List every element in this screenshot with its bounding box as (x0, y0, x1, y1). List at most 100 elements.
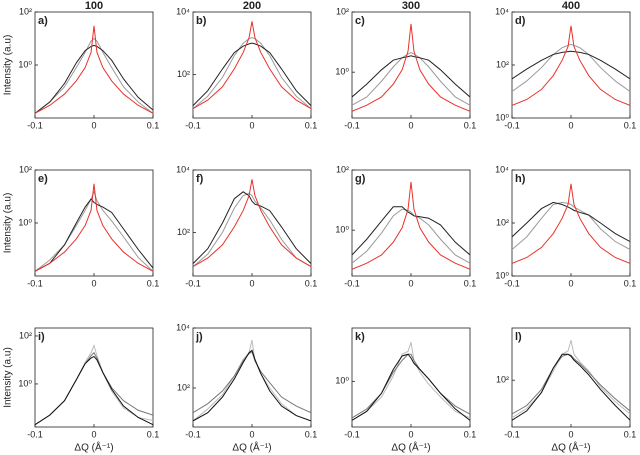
y-tick-label: 10⁴ (495, 6, 509, 16)
plot-frame (351, 169, 471, 277)
series-line (35, 44, 153, 114)
x-axis-label: ΔQ (Å⁻¹) (391, 441, 430, 454)
x-tick-label: 0 (91, 429, 96, 439)
x-tick-label: 0.1 (624, 120, 637, 130)
x-tick-label: 0 (568, 429, 573, 439)
x-tick-label: 0 (249, 429, 254, 439)
series-line (35, 25, 153, 114)
x-tick-label: -0.1 (504, 278, 520, 288)
series-line (512, 183, 630, 264)
panel-label: e) (38, 173, 48, 185)
y-tick-label: 10² (336, 164, 349, 174)
y-tick-label: 10⁰ (495, 270, 509, 280)
series-line (193, 179, 311, 268)
y-tick-label: 10² (177, 227, 190, 237)
series-line (193, 191, 311, 264)
y-tick-label: 10⁴ (176, 322, 190, 332)
series-line (512, 201, 630, 250)
y-tick-label: 10⁴ (176, 164, 190, 174)
plot-frame (192, 11, 312, 119)
x-tick-label: -0.1 (27, 120, 43, 130)
series-line (352, 51, 470, 106)
series-line (193, 37, 311, 109)
y-tick-label: 10² (177, 69, 190, 79)
x-tick-label: 0.1 (464, 429, 477, 439)
y-tick-label: 10⁴ (176, 6, 190, 16)
panel-label: d) (515, 15, 526, 27)
series-line (35, 198, 153, 272)
plot-frame (511, 11, 631, 119)
x-tick-label: 0.1 (147, 278, 160, 288)
y-axis-label: Intensity (a.u) (3, 35, 14, 96)
y-tick-label: 10⁰ (18, 217, 32, 227)
panel-label: c) (355, 15, 365, 27)
series-line (352, 342, 470, 421)
x-axis-label: ΔQ (Å⁻¹) (74, 441, 113, 454)
x-tick-label: 0.1 (147, 120, 160, 130)
x-tick-label: 0 (249, 120, 254, 130)
x-tick-label: 0 (568, 278, 573, 288)
x-tick-label: 0.1 (624, 429, 637, 439)
x-tick-label: 0 (408, 278, 413, 288)
series-line (352, 206, 470, 256)
y-tick-label: 10⁰ (18, 378, 32, 388)
x-tick-label: 0 (91, 120, 96, 130)
x-tick-label: -0.1 (344, 120, 360, 130)
y-tick-label: 10² (336, 6, 349, 16)
x-tick-label: 0.1 (147, 429, 160, 439)
series-line (193, 339, 311, 422)
y-tick-label: 10² (19, 6, 32, 16)
x-tick-label: 0.1 (305, 120, 318, 130)
y-tick-label: 10⁰ (335, 376, 349, 386)
column-title: 300 (402, 0, 420, 12)
x-tick-label: -0.1 (344, 278, 360, 288)
series-line (512, 353, 630, 415)
series-line (352, 181, 470, 270)
series-line (193, 42, 311, 106)
plot-frame (511, 169, 631, 277)
x-tick-label: -0.1 (504, 429, 520, 439)
x-tick-label: -0.1 (185, 120, 201, 130)
panel-label: k) (355, 331, 365, 343)
x-tick-label: 0 (408, 120, 413, 130)
plot-frame (192, 327, 312, 428)
series-line (35, 183, 153, 272)
column-title: 100 (85, 0, 103, 12)
y-tick-label: 10⁴ (495, 164, 509, 174)
series-line (512, 201, 630, 242)
x-tick-label: 0.1 (624, 278, 637, 288)
plot-frame (192, 169, 312, 277)
panel-label: a) (38, 15, 48, 27)
column-title: 200 (243, 0, 261, 12)
x-axis-label: ΔQ (Å⁻¹) (551, 441, 590, 454)
x-tick-label: 0 (408, 429, 413, 439)
series-line (193, 349, 311, 422)
panel-label: g) (355, 173, 366, 185)
x-tick-label: -0.1 (344, 429, 360, 439)
x-tick-label: 0.1 (464, 278, 477, 288)
series-line (512, 353, 630, 421)
x-tick-label: 0.1 (305, 429, 318, 439)
x-tick-label: 0 (91, 278, 96, 288)
x-tick-label: 0.1 (305, 278, 318, 288)
y-tick-label: 10² (19, 330, 32, 340)
y-tick-label: 10⁰ (335, 225, 349, 235)
panel-label: b) (196, 15, 207, 27)
panel-label: l) (515, 331, 522, 343)
y-axis-label: Intensity (a.u) (3, 193, 14, 254)
y-axis-label: Intensity (a.u) (3, 347, 14, 408)
series-line (512, 43, 630, 92)
series-line (512, 25, 630, 106)
panel-label: f) (196, 173, 204, 185)
x-tick-label: -0.1 (504, 120, 520, 130)
plot-frame (511, 327, 631, 428)
x-tick-label: 0 (568, 120, 573, 130)
x-axis-label: ΔQ (Å⁻¹) (232, 441, 271, 454)
series-line (193, 21, 311, 110)
series-line (352, 23, 470, 112)
series-line (352, 208, 470, 264)
y-tick-label: 10² (496, 59, 509, 69)
y-tick-label: 10² (19, 164, 32, 174)
